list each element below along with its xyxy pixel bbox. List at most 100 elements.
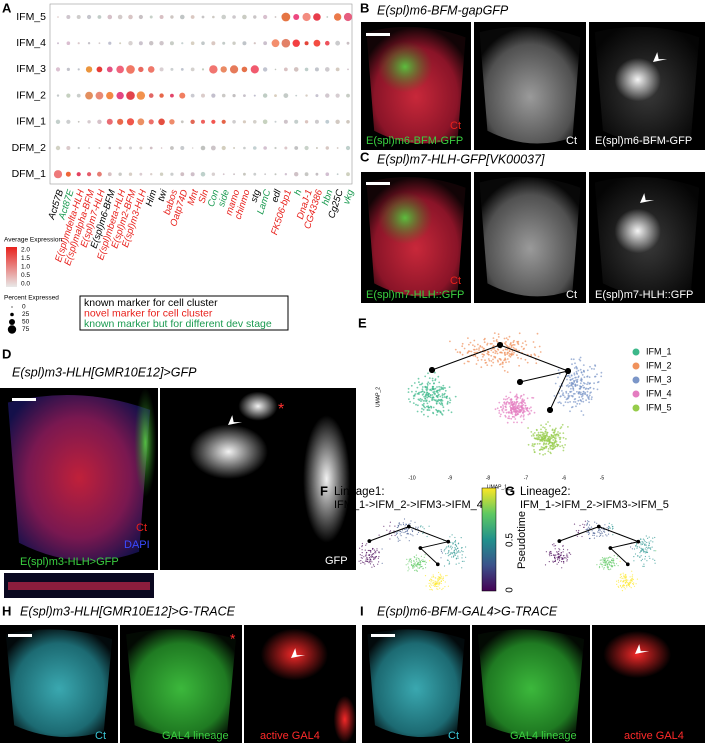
dot (86, 14, 92, 20)
dot (129, 146, 132, 150)
cell-point (526, 361, 529, 364)
cell-point (503, 401, 506, 404)
row-label: IFM_4 (16, 37, 46, 49)
dot (253, 172, 257, 176)
cell-point (443, 550, 445, 552)
cell-point (575, 530, 578, 532)
cell-point (428, 377, 431, 379)
cell-point (617, 555, 619, 557)
cell-point (376, 548, 378, 550)
cell-point (371, 566, 373, 568)
cell-point (360, 557, 362, 559)
dot (284, 146, 288, 150)
cell-point (598, 567, 601, 569)
cell-point (531, 444, 534, 447)
cell-point (551, 544, 554, 546)
cell-point (603, 530, 605, 533)
cell-point (515, 348, 517, 351)
cell-point (527, 413, 530, 416)
cell-point (606, 559, 608, 562)
cell-point (560, 554, 562, 556)
legend-swatch (632, 348, 640, 356)
cell-point (602, 562, 604, 564)
panel-label: C (360, 149, 370, 164)
cell-point (410, 384, 413, 387)
key-entry: novel marker for cell cluster (84, 307, 213, 319)
cell-point (425, 567, 427, 569)
cell-point (555, 440, 558, 443)
cell-point (620, 576, 623, 578)
cell-point (547, 448, 550, 450)
cell-point (502, 411, 505, 414)
cell-point (429, 560, 431, 562)
cell-point (503, 398, 505, 401)
dot (294, 146, 299, 150)
cell-point (398, 522, 400, 525)
dot (158, 118, 165, 126)
dot (66, 93, 71, 98)
scale-tick: 0.0 (21, 281, 30, 288)
cell-point (417, 398, 420, 401)
cell-point (488, 359, 491, 362)
cell-point (642, 548, 644, 550)
cell-point (500, 351, 503, 354)
cell-point (543, 427, 546, 429)
dot (333, 13, 342, 21)
tissue (367, 629, 465, 738)
cell-point (454, 348, 457, 351)
cell-point (545, 439, 548, 442)
cell-point (557, 369, 560, 372)
cell-point (411, 529, 413, 531)
label: E(spl)m7-HLH::GFP (595, 289, 693, 301)
cell-point (424, 560, 426, 562)
lineage-node (597, 524, 601, 529)
cell-point (361, 557, 363, 559)
cell-point (420, 383, 423, 386)
cell-point (557, 555, 560, 558)
cell-point (433, 576, 435, 578)
label: E(spl)m3-HLH>GFP (20, 556, 119, 568)
cell-point (544, 437, 546, 440)
label: * (230, 631, 236, 647)
cell-point (643, 563, 645, 565)
cell-point (404, 525, 406, 527)
cell-point (520, 421, 523, 424)
cell-point (548, 553, 551, 555)
axis-label: UMAP_1 (487, 484, 507, 490)
cell-point (545, 423, 547, 426)
cell-point (630, 587, 632, 589)
cell-point (432, 406, 435, 409)
gfp-signal (134, 388, 157, 498)
cell-point (407, 563, 409, 565)
cell-point (548, 442, 551, 444)
cell-point (537, 433, 540, 436)
cell-point (650, 540, 652, 542)
cell-point (435, 581, 437, 583)
cell-point (518, 402, 520, 405)
cell-point (557, 559, 559, 561)
cell-point (577, 399, 580, 402)
cell-point (594, 365, 597, 367)
cell-point (520, 414, 523, 417)
cell-point (570, 406, 573, 409)
panel-label: I (360, 603, 364, 618)
cell-point (490, 360, 493, 362)
cell-point (629, 580, 631, 582)
cell-point (482, 355, 484, 358)
cell-point (508, 361, 510, 363)
cell-point (432, 582, 434, 584)
cell-point (411, 390, 413, 393)
cell-point (528, 412, 531, 414)
cell-point (572, 377, 574, 380)
cell-point (541, 448, 544, 451)
cell-point (526, 409, 529, 411)
cell-point (454, 536, 456, 539)
cell-point (512, 415, 514, 418)
cell-point (549, 555, 551, 557)
cell-point (442, 576, 444, 578)
cell-point (565, 557, 567, 559)
dot (128, 14, 133, 20)
cell-point (440, 574, 442, 576)
cell-point (634, 553, 637, 555)
cell-point (439, 587, 441, 589)
